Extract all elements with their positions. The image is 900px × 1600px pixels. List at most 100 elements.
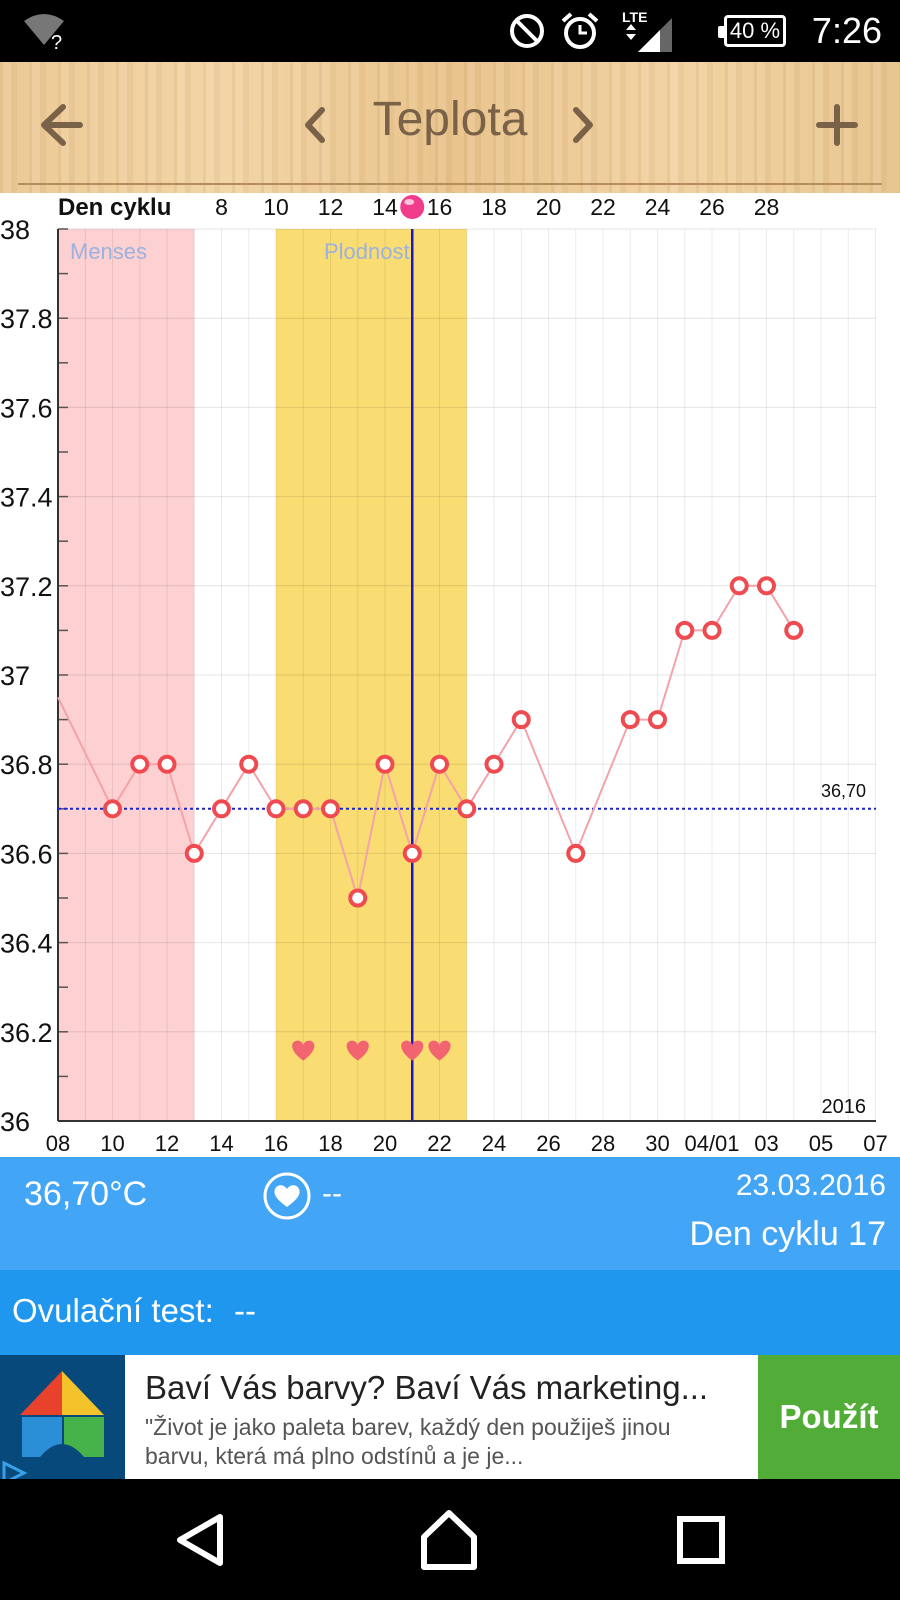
back-button[interactable]: [18, 82, 108, 172]
x-tick-label: 10: [100, 1131, 124, 1156]
y-tick-label: 36: [0, 1107, 30, 1137]
cycle-day-tick-label: 28: [754, 194, 780, 220]
temperature-point: [130, 754, 150, 774]
x-tick-label: 03: [754, 1131, 778, 1156]
temperature-point: [430, 754, 449, 774]
previous-cycle-button[interactable]: [270, 82, 360, 172]
temperature-point: [511, 710, 531, 730]
phase-band: [276, 229, 467, 1121]
x-tick-label: 07: [863, 1131, 887, 1156]
cycle-day-tick-label: 18: [481, 194, 507, 220]
intercourse-button[interactable]: [262, 1171, 312, 1221]
ovulation-test-row[interactable]: Ovulační test: --: [0, 1270, 900, 1355]
phase-band: [58, 229, 195, 1121]
y-tick-label: 37.8: [0, 304, 53, 334]
battery-percent: 40 %: [729, 18, 781, 43]
add-button[interactable]: [792, 82, 882, 172]
temperature-chart[interactable]: Menses Plodnost 36 36.2 36.4 36.6 36.8 37 37.2 37…: [0, 193, 900, 1157]
x-tick-label: 20: [373, 1131, 397, 1156]
cycle-day-tick-label: 26: [699, 194, 725, 220]
status-bar: ? LTE 40 % 7:26: [0, 0, 900, 62]
selected-day-marker-highlight: [404, 199, 415, 205]
x-tick-label: 12: [155, 1131, 179, 1156]
y-tick-label: 37: [0, 661, 30, 691]
selected-day-marker: [400, 195, 425, 219]
cycle-day-tick-label: 14: [372, 194, 398, 220]
y-tick-label: 36.2: [0, 1018, 53, 1048]
temperature-value: 36,70°C: [24, 1175, 148, 1213]
x-tick-label: 16: [264, 1131, 288, 1156]
recents-icon: [677, 1516, 725, 1564]
x-tick-label: 08: [46, 1131, 70, 1156]
y-tick-label: 38: [0, 215, 30, 245]
temperature-point: [184, 843, 204, 863]
temperature-point: [402, 843, 422, 863]
temperature-point: [484, 754, 504, 774]
temperature-point: [729, 576, 749, 596]
y-tick-label: 36.8: [0, 750, 53, 780]
nav-home-button[interactable]: [414, 1505, 484, 1575]
temperature-point: [266, 799, 286, 819]
temperature-point: [348, 888, 368, 908]
clock: 7:26: [811, 10, 882, 51]
x-tick-label: 26: [536, 1131, 560, 1156]
ad-description[interactable]: "Život je jako paleta barev, každý den p…: [145, 1414, 671, 1469]
temperature-point: [648, 710, 667, 730]
temperature-point: [675, 620, 695, 640]
page-title: Teplota: [372, 93, 528, 146]
alarm-icon: [560, 0, 600, 62]
cycle-day-tick-label: 16: [427, 194, 453, 220]
y-tick-label: 37.4: [0, 483, 53, 513]
cycle-day-tick-label: 22: [590, 194, 616, 220]
x-tick-label: 28: [591, 1131, 615, 1156]
next-cycle-button[interactable]: [538, 82, 628, 172]
ad-choices-icon[interactable]: [2, 1460, 28, 1486]
wifi-unknown-icon: ?: [22, 0, 70, 62]
y-tick-label: 36.6: [0, 839, 53, 869]
temperature-point: [212, 799, 231, 819]
y-tick-label: 37.2: [0, 572, 53, 602]
y-tick-label: 36.4: [0, 929, 53, 959]
year-label: 2016: [822, 1096, 867, 1118]
ad-logo[interactable]: [0, 1355, 125, 1486]
intercourse-heart-icon: [428, 1040, 451, 1061]
temperature-point: [457, 799, 477, 819]
x-tick-label: 14: [209, 1131, 233, 1156]
svg-text:?: ?: [51, 32, 62, 51]
app-bar: Teplota: [0, 62, 900, 193]
plus-icon: [816, 104, 858, 146]
cycle-day-tick-label: 12: [318, 194, 344, 220]
temperature-point: [784, 620, 804, 640]
temperature-point: [293, 799, 313, 819]
cycle-day: Den cyklu 17: [689, 1215, 886, 1253]
x-tick-label: 22: [427, 1131, 451, 1156]
nav-recents-button[interactable]: [666, 1505, 736, 1575]
selected-day-info: 36,70°C -- 23.03.2016 Den cyklu 17: [0, 1157, 900, 1270]
x-tick-label: 30: [645, 1131, 669, 1156]
band-label: Menses: [70, 239, 147, 264]
heart-circle-icon: [263, 1172, 311, 1220]
ad-cta-button[interactable]: Použít: [758, 1355, 900, 1479]
intercourse-heart-icon: [346, 1040, 369, 1061]
temperature-point: [157, 754, 177, 774]
x-tick-label: 18: [318, 1131, 342, 1156]
ad-banner[interactable]: Baví Vás barvy? Baví Vás marketing... "Ž…: [0, 1355, 900, 1486]
chevron-right-icon: [573, 107, 593, 143]
do-not-disturb-icon: [508, 0, 546, 62]
temperature-point: [321, 799, 340, 819]
home-icon: [421, 1510, 477, 1570]
intercourse-value: --: [322, 1177, 342, 1210]
system-nav-bar: [0, 1479, 900, 1600]
x-tick-label: 24: [482, 1131, 506, 1156]
chevron-left-icon: [305, 107, 325, 143]
x-tick-label: 05: [809, 1131, 833, 1156]
band-label: Plodnost: [324, 239, 410, 264]
cycle-day-tick-label: 8: [215, 194, 228, 220]
nav-back-button[interactable]: [166, 1505, 236, 1575]
temperature-point: [702, 620, 722, 640]
intercourse-heart-icon: [292, 1040, 315, 1061]
ad-title[interactable]: Baví Vás barvy? Baví Vás marketing...: [145, 1369, 709, 1406]
temperature-point: [103, 799, 122, 819]
ovulation-test-value: --: [234, 1292, 256, 1329]
cycle-day-tick-label: 10: [263, 194, 289, 220]
